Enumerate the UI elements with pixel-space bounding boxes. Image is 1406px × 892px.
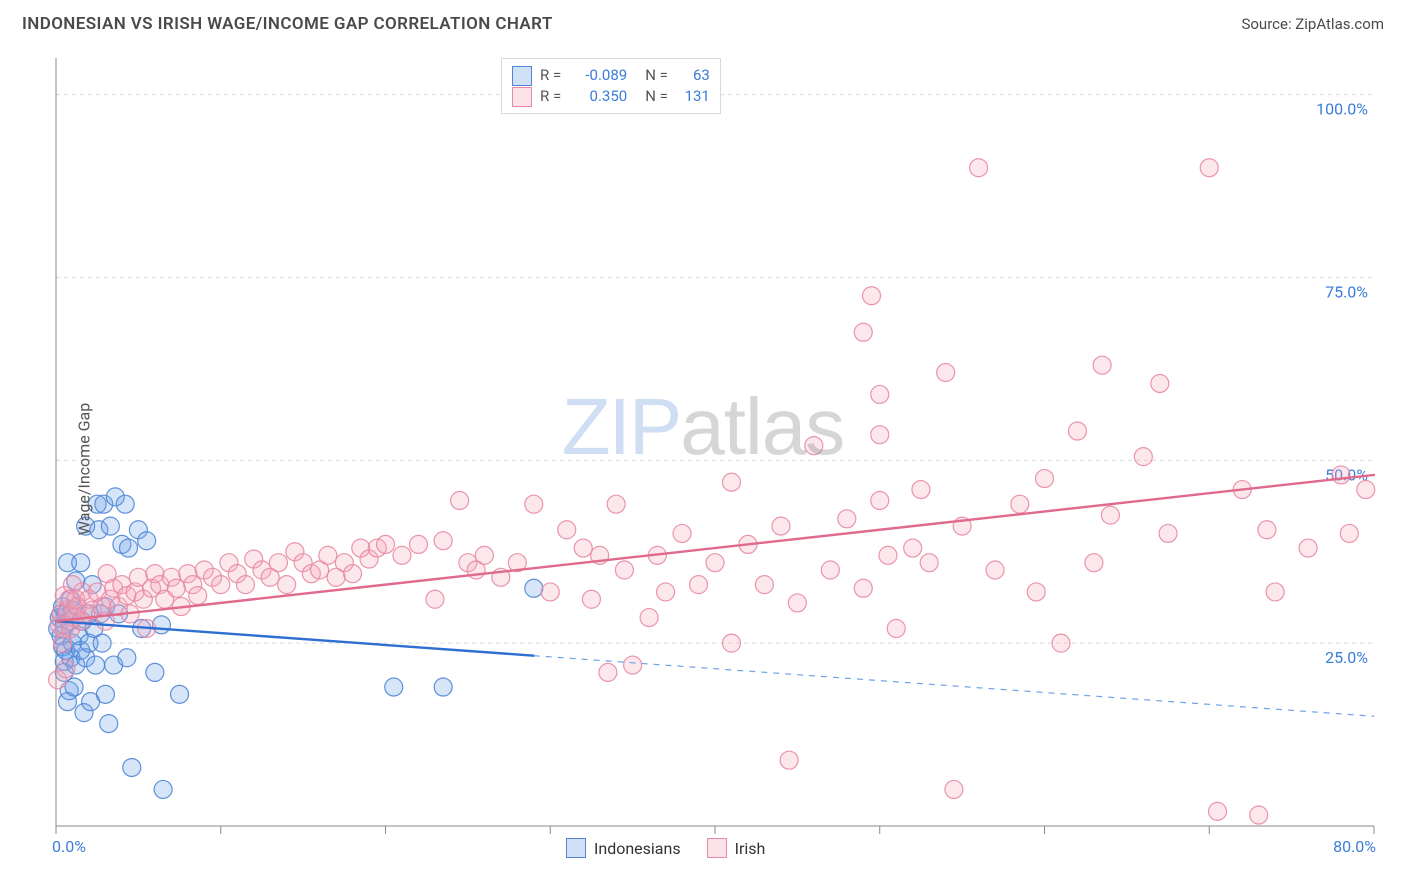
svg-text:25.0%: 25.0%	[1325, 648, 1368, 667]
legend-item: Irish	[707, 838, 766, 858]
legend-item: Indonesians	[566, 838, 681, 858]
correlation-row: R = 0.350 N = 131	[512, 86, 710, 107]
svg-text:75.0%: 75.0%	[1325, 282, 1368, 301]
legend-swatch	[707, 838, 727, 858]
chart-area: Wage/Income Gap 25.0%50.0%75.0%100.0%0.0…	[0, 46, 1406, 892]
r-label: R =	[540, 65, 561, 86]
r-label: R =	[540, 86, 561, 107]
svg-text:100.0%: 100.0%	[1316, 100, 1368, 119]
chart-title: INDONESIAN VS IRISH WAGE/INCOME GAP CORR…	[22, 14, 553, 34]
correlation-legend: R = -0.089 N = 63 R = 0.350 N = 131	[501, 58, 721, 114]
n-label: N =	[645, 86, 668, 107]
legend-swatch	[566, 838, 586, 858]
series-legend: Indonesians Irish	[566, 838, 765, 858]
legend-label: Indonesians	[594, 839, 681, 858]
svg-text:80.0%: 80.0%	[1333, 837, 1376, 856]
r-value: 0.350	[569, 86, 627, 107]
y-axis-label: Wage/Income Gap	[75, 403, 94, 535]
legend-swatch	[512, 66, 532, 86]
source-attribution: Source: ZipAtlas.com	[1241, 15, 1384, 33]
n-value: 131	[676, 86, 710, 107]
svg-text:0.0%: 0.0%	[52, 837, 86, 856]
legend-swatch	[512, 87, 532, 107]
r-value: -0.089	[569, 65, 627, 86]
scatter-chart: 25.0%50.0%75.0%100.0%0.0%80.0%	[0, 46, 1406, 892]
correlation-row: R = -0.089 N = 63	[512, 65, 710, 86]
n-label: N =	[645, 65, 668, 86]
n-value: 63	[676, 65, 710, 86]
legend-label: Irish	[735, 839, 766, 858]
